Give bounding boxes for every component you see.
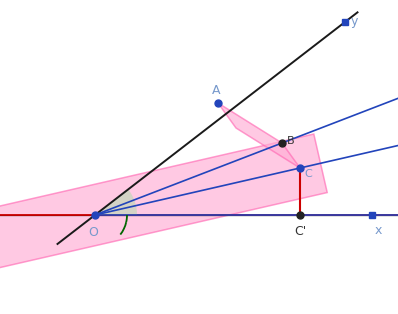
Text: O: O xyxy=(88,226,98,239)
Polygon shape xyxy=(95,189,137,215)
Text: A: A xyxy=(212,84,220,97)
Text: B: B xyxy=(287,136,295,146)
Text: y: y xyxy=(351,15,358,29)
Polygon shape xyxy=(218,103,300,168)
Text: C': C' xyxy=(294,225,306,238)
Text: x: x xyxy=(375,224,382,237)
Polygon shape xyxy=(0,134,327,269)
Text: C: C xyxy=(304,169,312,179)
